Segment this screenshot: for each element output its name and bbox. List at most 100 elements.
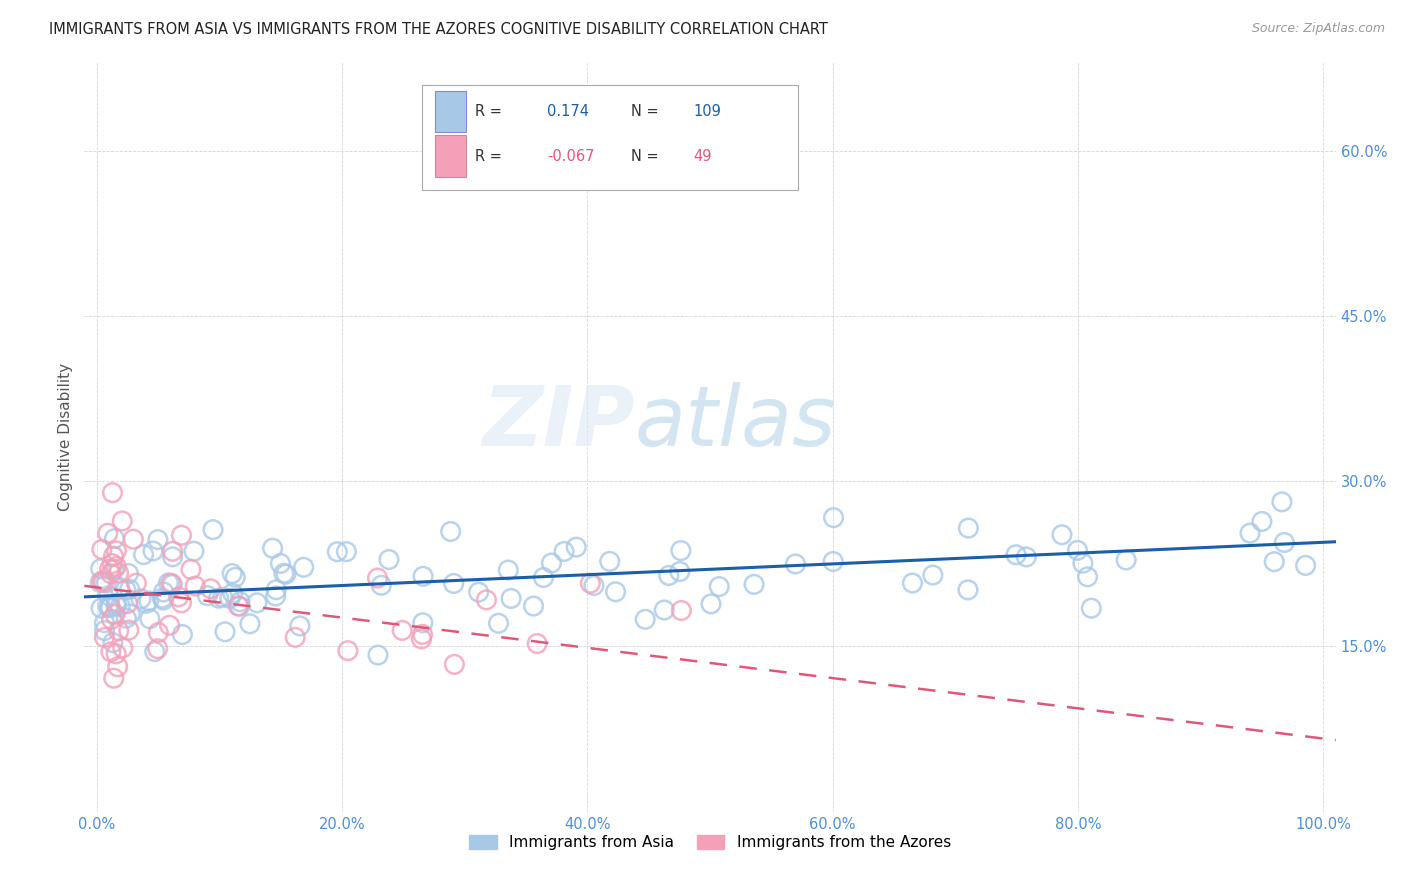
Point <box>901 576 924 591</box>
Point <box>97 526 120 541</box>
Point <box>146 533 169 547</box>
Point <box>152 593 174 607</box>
Point <box>411 632 433 646</box>
Point <box>93 624 115 638</box>
Point <box>135 596 157 610</box>
Text: IMMIGRANTS FROM ASIA VS IMMIGRANTS FROM THE AZORES COGNITIVE DISABILITY CORRELAT: IMMIGRANTS FROM ASIA VS IMMIGRANTS FROM … <box>49 22 828 37</box>
Point <box>1071 556 1094 570</box>
Point <box>103 532 125 546</box>
Point <box>533 570 555 584</box>
Point <box>139 612 162 626</box>
Point <box>262 541 284 556</box>
Text: R =: R = <box>475 103 502 119</box>
Point <box>443 576 465 591</box>
Point <box>700 597 723 611</box>
Point <box>634 612 657 626</box>
Text: R =: R = <box>475 149 502 163</box>
Point <box>218 591 240 606</box>
Point <box>120 607 142 621</box>
Point <box>669 543 692 558</box>
Point <box>93 631 115 645</box>
Point <box>162 577 184 591</box>
Point <box>579 576 602 591</box>
Point <box>1080 601 1102 615</box>
Point <box>184 579 207 593</box>
Point <box>107 566 129 581</box>
Point <box>197 589 219 603</box>
Point <box>582 578 605 592</box>
Point <box>501 591 523 606</box>
Point <box>100 612 122 626</box>
Point <box>1015 549 1038 564</box>
Point <box>143 644 166 658</box>
Point <box>146 641 169 656</box>
Point <box>93 575 115 590</box>
Point <box>96 576 118 591</box>
Point <box>170 528 193 542</box>
Point <box>228 599 250 614</box>
Point <box>742 577 765 591</box>
Point <box>172 627 194 641</box>
Point <box>103 549 125 564</box>
Point <box>105 647 128 661</box>
Point <box>111 514 134 528</box>
Point <box>488 616 510 631</box>
Point <box>1272 535 1295 549</box>
FancyBboxPatch shape <box>422 85 797 190</box>
Point <box>284 631 307 645</box>
Point <box>111 640 134 655</box>
Point <box>101 635 124 649</box>
Point <box>1263 555 1285 569</box>
Point <box>335 544 357 558</box>
Text: 49: 49 <box>693 149 713 163</box>
Point <box>108 581 131 595</box>
Point <box>103 671 125 685</box>
Point <box>142 544 165 558</box>
Point <box>129 591 152 606</box>
Point <box>105 599 128 613</box>
Point <box>605 584 627 599</box>
Point <box>269 557 291 571</box>
Point <box>98 562 121 576</box>
Point <box>467 585 489 599</box>
Point <box>152 585 174 599</box>
Point <box>90 601 112 615</box>
Point <box>412 569 434 583</box>
Point <box>326 545 349 559</box>
Point <box>104 607 127 622</box>
Point <box>226 599 249 613</box>
Point <box>292 560 315 574</box>
Point <box>162 544 184 558</box>
Point <box>785 557 807 571</box>
Point <box>264 589 287 603</box>
Point <box>100 566 122 581</box>
Legend: Immigrants from Asia, Immigrants from the Azores: Immigrants from Asia, Immigrants from th… <box>463 830 957 856</box>
Point <box>125 576 148 591</box>
Point <box>709 580 731 594</box>
Text: atlas: atlas <box>636 382 837 463</box>
Point <box>89 575 111 590</box>
Point <box>370 578 392 592</box>
Text: -0.067: -0.067 <box>547 149 595 163</box>
Point <box>117 566 139 581</box>
Point <box>132 548 155 562</box>
Point <box>367 648 389 662</box>
Point <box>336 643 359 657</box>
Text: ZIP: ZIP <box>482 382 636 463</box>
Point <box>105 544 128 558</box>
Text: 0.174: 0.174 <box>547 103 589 119</box>
Point <box>823 555 845 569</box>
Point <box>1251 515 1274 529</box>
Text: N =: N = <box>631 149 659 163</box>
Point <box>97 589 120 603</box>
Point <box>391 624 413 638</box>
Point <box>167 590 190 604</box>
Point <box>208 591 231 606</box>
Point <box>378 552 401 566</box>
Point <box>118 623 141 637</box>
Point <box>93 615 115 630</box>
Point <box>443 657 465 672</box>
Point <box>669 565 692 579</box>
Point <box>288 619 311 633</box>
Point <box>160 576 183 591</box>
